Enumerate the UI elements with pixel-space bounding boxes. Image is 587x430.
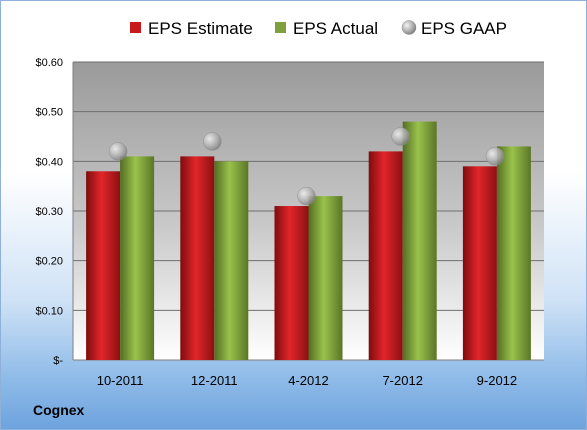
bar-eps-estimate bbox=[86, 171, 121, 360]
legend-label: EPS Estimate bbox=[148, 19, 253, 38]
bar-eps-actual bbox=[402, 121, 437, 360]
y-tick-label: $0.20 bbox=[35, 256, 63, 268]
legend-swatch bbox=[401, 20, 417, 35]
x-axis: 10-2011 12-2011 4-2012 7-2012 9-2012 bbox=[97, 373, 517, 388]
x-tick-label: 9-2012 bbox=[477, 373, 517, 388]
y-tick-label: $0.10 bbox=[35, 305, 63, 317]
legend: EPS Estimate EPS Actual EPS GAAP bbox=[130, 19, 507, 38]
marker-eps-gaap bbox=[391, 127, 410, 146]
bar-eps-estimate bbox=[368, 151, 403, 360]
bar-eps-estimate bbox=[180, 156, 215, 360]
marker-eps-gaap bbox=[485, 147, 505, 166]
bar-eps-actual bbox=[308, 196, 343, 360]
x-tick-label: 4-2012 bbox=[288, 373, 328, 388]
y-tick-label: $0.50 bbox=[35, 107, 63, 119]
bar-eps-actual bbox=[120, 156, 155, 360]
y-tick-label: $0.30 bbox=[35, 206, 63, 218]
marker-eps-gaap bbox=[203, 132, 222, 151]
y-tick-label: $- bbox=[53, 355, 63, 367]
legend-swatch bbox=[130, 22, 141, 33]
legend-label: EPS Actual bbox=[293, 19, 378, 38]
marker-eps-gaap bbox=[297, 186, 316, 206]
gaap-markers bbox=[108, 127, 505, 206]
x-tick-label: 12-2011 bbox=[191, 373, 238, 388]
y-tick-label: $0.60 bbox=[35, 57, 63, 69]
bar-eps-estimate bbox=[274, 206, 309, 360]
bars bbox=[86, 121, 531, 360]
x-tick-label: 10-2011 bbox=[97, 373, 144, 388]
x-tick-label: 7-2012 bbox=[382, 373, 422, 388]
bar-eps-actual bbox=[214, 161, 249, 360]
legend-swatch bbox=[275, 22, 286, 33]
bar-eps-estimate bbox=[462, 166, 497, 360]
company-name: Cognex bbox=[33, 402, 85, 418]
legend-label: EPS GAAP bbox=[421, 19, 507, 38]
marker-eps-gaap bbox=[108, 142, 128, 161]
bar-eps-actual bbox=[496, 146, 531, 360]
y-axis: $- $0.10 $0.20 $0.30 $0.40 $0.50 $0.60 bbox=[35, 57, 74, 367]
y-tick-label: $0.40 bbox=[35, 156, 63, 168]
